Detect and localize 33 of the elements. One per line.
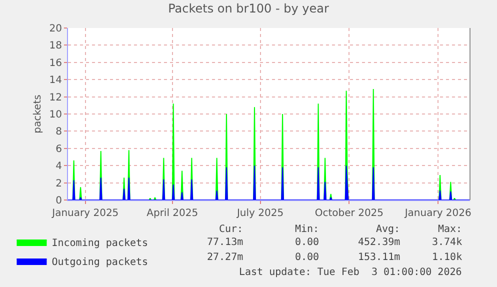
legend-label: Outgoing packets — [52, 256, 148, 268]
y-tick-label: 10 — [49, 110, 62, 120]
text: 153.11m — [358, 252, 400, 263]
y-tick-label: 12 — [49, 92, 62, 104]
y-tick-label: 0 — [56, 196, 62, 206]
text: 0.00 — [295, 252, 320, 263]
legend-label: Incoming packets — [52, 238, 148, 249]
text: 27.27m — [207, 252, 244, 263]
x-tick-label: April 2025 — [146, 208, 198, 219]
y-axis-title: packets — [32, 94, 44, 134]
x-tick-label: January 2026 — [404, 208, 472, 219]
text: Avg: — [376, 224, 400, 235]
text: 1.10k — [432, 252, 462, 263]
x-tick-label: October 2025 — [314, 208, 384, 219]
text: 0.00 — [295, 237, 320, 248]
chart-title: Packets on br100 - by year — [168, 2, 329, 16]
text: Min: — [295, 224, 320, 235]
text: Cur: — [219, 224, 244, 235]
y-tick-label: 18 — [49, 40, 62, 52]
text: 452.39m — [358, 237, 400, 248]
y-tick-label: 8 — [56, 126, 62, 138]
y-tick-label: 4 — [56, 161, 62, 172]
y-tick-label: 6 — [56, 144, 62, 155]
text: 3.74k — [432, 237, 462, 248]
y-tick-label: 2 — [56, 178, 62, 190]
text: Last update: Tue Feb 3 01:00:00 2026 — [239, 267, 462, 278]
y-tick-label: 20 — [49, 24, 62, 34]
text: Max: — [438, 224, 462, 235]
y-tick-label: 16 — [49, 58, 62, 69]
y-tick-label: 14 — [49, 75, 62, 86]
text: 77.13m — [207, 237, 244, 248]
x-tick-label: July 2025 — [236, 208, 284, 219]
x-tick-label: January 2025 — [51, 208, 119, 219]
